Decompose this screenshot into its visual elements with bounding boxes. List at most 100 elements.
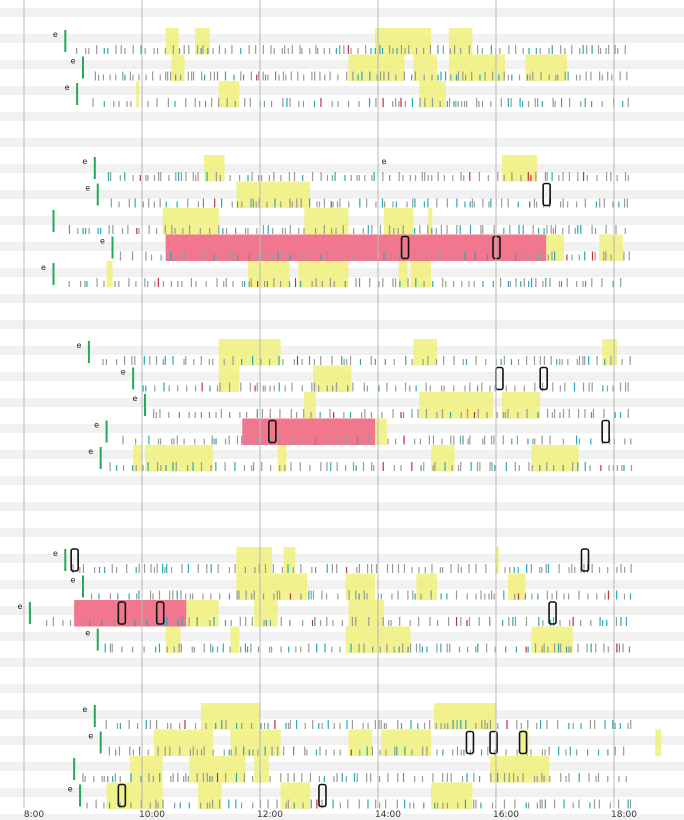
highlight-block [236,181,311,208]
background-stripe [0,294,684,303]
outline-marker [548,601,557,625]
alert-bar [165,234,547,261]
highlight-block [546,234,564,261]
highlight-block [153,729,213,756]
highlight-block [531,626,573,653]
highlight-block [186,600,219,627]
background-stripe [0,736,684,745]
highlight-block [434,703,496,730]
highlight-block [304,392,317,419]
highlight-block [599,234,623,261]
highlight-block [165,626,181,653]
highlight-block [144,445,213,472]
highlight-block [201,703,260,730]
highlight-block [413,54,437,81]
row-label: e [132,394,137,403]
highlight-block [531,445,579,472]
highlight-block [380,729,432,756]
outline-marker [542,182,551,207]
x-tick-label: 8:00 [24,810,44,820]
row-label: e [381,157,386,166]
background-stripe [0,476,684,485]
highlight-block [130,756,163,783]
row-label: e [85,629,90,638]
highlight-block [198,782,222,809]
background-stripe [0,60,684,69]
background-stripe [0,814,684,820]
highlight-block [525,54,567,81]
highlight-block [277,445,287,472]
highlight-block [203,155,225,182]
highlight-block [398,261,408,288]
highlight-block [496,547,499,574]
row-label: e [68,785,73,794]
highlight-block [519,729,529,756]
row-label: e [53,30,58,39]
highlight-block [171,54,185,81]
outline-marker [70,548,79,572]
highlight-block [428,208,433,235]
row-label: e [82,705,87,714]
highlight-block [218,339,281,366]
outline-marker [155,601,165,625]
background-stripe [0,190,684,199]
background-stripe [0,138,684,147]
background-stripe [0,762,684,771]
highlight-block [413,339,437,366]
highlight-block [348,600,384,627]
highlight-block [106,782,163,809]
highlight-block [218,365,240,392]
highlight-block [236,547,272,574]
highlight-block [345,573,376,600]
highlight-block [283,547,296,574]
highlight-block [136,81,140,108]
background-stripe [0,710,684,719]
background-stripe [0,320,684,329]
background-stripe [0,164,684,173]
row-label: e [100,237,105,246]
highlight-block [348,729,373,756]
background-stripe [0,8,684,17]
row-label: e [76,341,81,350]
outline-marker [267,419,277,444]
outline-marker [465,730,475,755]
background-stripe [0,346,684,355]
outline-marker [117,601,127,625]
outline-marker [117,783,127,808]
row-label: e [41,263,46,272]
background-stripe [0,632,684,641]
highlight-block [298,261,349,288]
row-label: e [71,57,76,66]
alert-bar [74,600,187,627]
outline-marker [318,783,327,808]
background-stripe [0,450,684,459]
highlight-block [230,729,281,756]
highlight-block [106,261,113,288]
highlight-block [419,392,494,419]
background-stripe [0,34,684,43]
highlight-block [431,445,455,472]
highlight-block [490,756,550,783]
row-label: e [65,83,70,92]
row-label: e [85,184,90,193]
background-stripe [0,398,684,407]
row-label: e [17,602,22,611]
highlight-block [248,261,290,288]
highlight-block [133,445,142,472]
row-label: e [121,368,126,377]
highlight-block [602,339,617,366]
highlight-block [416,573,437,600]
background-stripe [0,86,684,95]
highlight-block [254,756,269,783]
x-tick-label: 14:00 [375,810,401,820]
row-label: e [82,157,87,166]
background-stripe [0,528,684,537]
gridlines [23,0,615,808]
outline-marker [539,366,549,391]
background-stripe [0,580,684,589]
highlight-block [218,81,240,108]
row-label: e [53,549,58,558]
highlight-block [304,208,349,235]
background-stripe [0,112,684,121]
